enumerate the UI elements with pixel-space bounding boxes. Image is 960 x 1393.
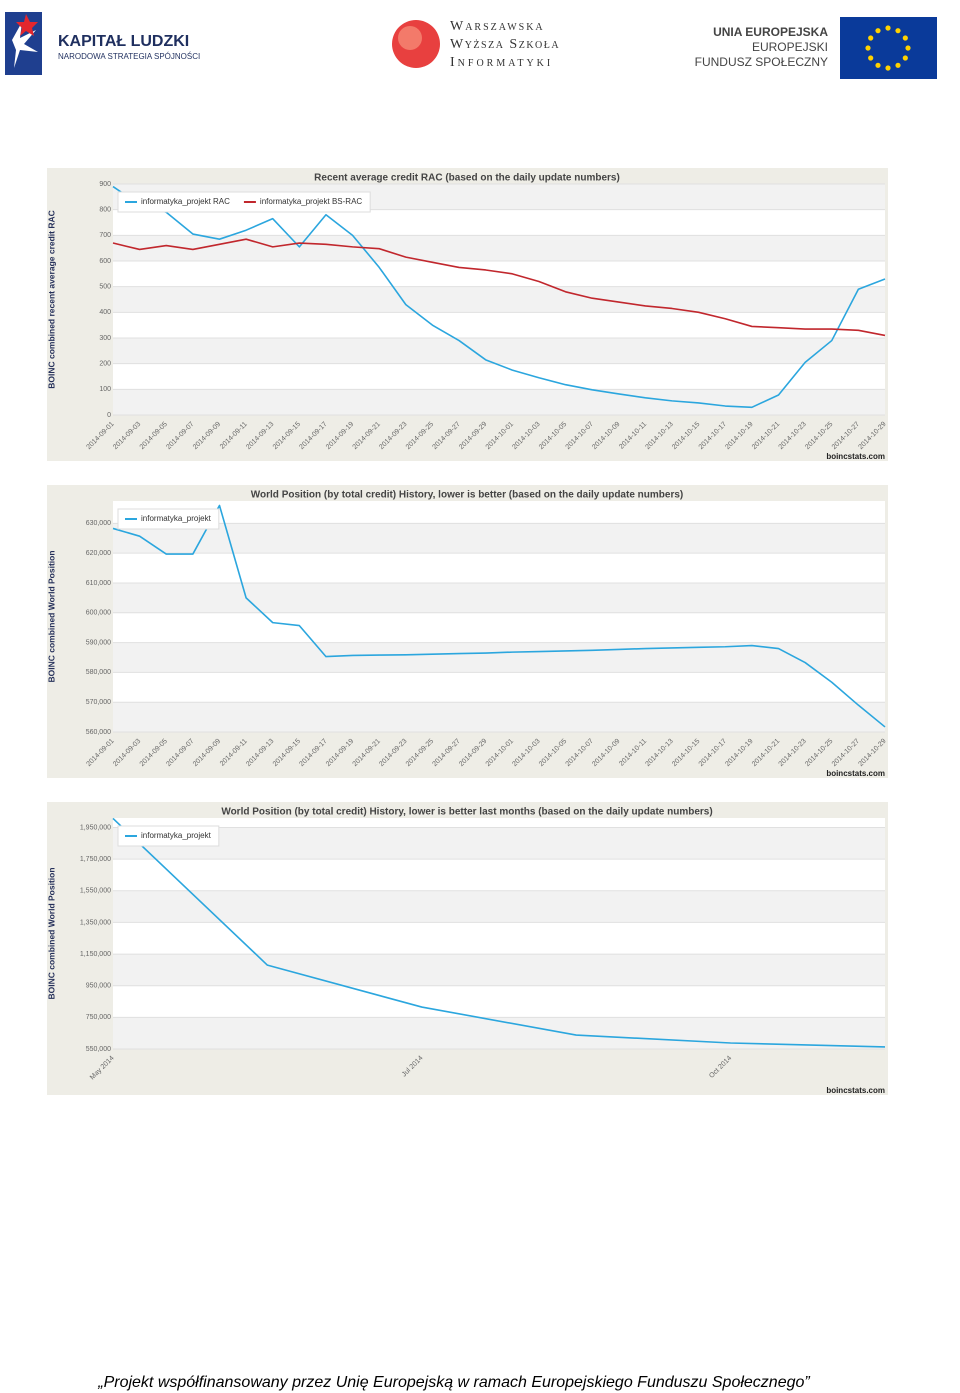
eu-star	[895, 62, 901, 68]
source-label: boincstats.com	[826, 769, 885, 778]
logo-star	[16, 14, 38, 36]
grid-band	[113, 827, 885, 860]
y-tick-label: 1,550,000	[80, 888, 111, 895]
y-tick-label: 580,000	[86, 669, 111, 676]
logo-subtitle: NARODOWA STRATEGIA SPÓJNOŚCI	[58, 52, 200, 61]
y-tick-label: 610,000	[86, 580, 111, 587]
legend-label: informatyka_projekt RAC	[141, 197, 230, 206]
eu-star	[902, 35, 908, 41]
eu-star	[868, 35, 874, 41]
grid-band	[113, 338, 885, 364]
source-label: boincstats.com	[826, 452, 885, 461]
eu-star	[865, 45, 871, 51]
logo-circle	[398, 26, 422, 50]
y-axis-label: BOINC combined recent average credit RAC	[46, 210, 56, 389]
legend-label: informatyka_projekt BS-RAC	[260, 197, 362, 206]
y-tick-label: 1,150,000	[80, 951, 111, 958]
y-tick-label: 590,000	[86, 639, 111, 646]
y-tick-label: 700	[99, 232, 111, 239]
eu-star	[868, 55, 874, 61]
series-line	[112, 817, 886, 1048]
y-tick-label: 750,000	[86, 1014, 111, 1021]
chart-title: World Position (by total credit) History…	[251, 490, 683, 501]
grid-band	[113, 642, 885, 673]
y-tick-label: 950,000	[86, 983, 111, 990]
y-axis-label: BOINC combined World Position	[46, 550, 56, 682]
eu-star	[905, 45, 911, 51]
logo-line: FUNDUSZ SPOŁECZNY	[695, 55, 828, 69]
series-line	[112, 238, 886, 337]
series-line	[112, 504, 886, 728]
logo-line: UNIA EUROPEJSKA	[713, 25, 828, 39]
y-tick-label: 400	[99, 309, 111, 316]
y-tick-label: 1,350,000	[80, 919, 111, 926]
y-tick-label: 1,750,000	[80, 856, 111, 863]
logo-line: Wyższa Szkoła	[450, 37, 560, 52]
y-tick-label: 600	[99, 258, 111, 265]
grid-band	[113, 582, 885, 613]
logo-title: KAPITAŁ LUDZKI	[58, 33, 189, 50]
y-tick-label: 570,000	[86, 699, 111, 706]
y-tick-label: 1,950,000	[80, 824, 111, 831]
y-tick-label: 560,000	[86, 729, 111, 736]
y-tick-label: 550,000	[86, 1046, 111, 1053]
grid-band	[113, 286, 885, 313]
y-tick-label: 300	[99, 335, 111, 342]
eu-star	[875, 28, 881, 34]
grid-band	[113, 702, 885, 732]
eu-stars	[865, 25, 911, 71]
chart-title: Recent average credit RAC (based on the …	[314, 173, 620, 184]
eu-star	[875, 62, 881, 68]
grid-band	[113, 235, 885, 261]
legend-label: informatyka_projekt	[141, 514, 212, 523]
y-tick-label: 0	[107, 412, 111, 419]
y-tick-label: 100	[99, 386, 111, 393]
logo-line: Warszawska	[450, 19, 545, 34]
y-tick-label: 620,000	[86, 550, 111, 557]
legend-box	[117, 508, 220, 530]
logo-line: EUROPEJSKI	[752, 40, 828, 54]
source-label: boincstats.com	[826, 1086, 885, 1095]
y-tick-label: 630,000	[86, 520, 111, 527]
grid-band	[113, 890, 885, 923]
grid-band	[113, 389, 885, 415]
eu-star	[885, 25, 891, 31]
y-tick-label: 500	[99, 284, 111, 291]
kapital-ludzki-logo: KAPITAŁ LUDZKI NARODOWA STRATEGIA SPÓJNO…	[5, 12, 200, 75]
chart-title: World Position (by total credit) History…	[221, 807, 712, 818]
y-tick-label: 200	[99, 361, 111, 368]
eu-star	[885, 65, 891, 71]
logo-line: Informatyki	[450, 55, 553, 70]
grid-band	[113, 954, 885, 986]
series-line	[112, 185, 886, 409]
grid-band	[113, 523, 885, 554]
footer: „Projekt współfinansowany przez Unię Eur…	[97, 1374, 810, 1391]
y-tick-label: 900	[99, 181, 111, 188]
y-axis-label: BOINC combined World Position	[46, 867, 56, 999]
y-tick-label: 800	[99, 207, 111, 214]
eu-star	[902, 55, 908, 61]
y-tick-label: 600,000	[86, 610, 111, 617]
legend-label: informatyka_projekt	[141, 831, 212, 840]
wwsi-logo: Warszawska Wyższa Szkoła Informatyki	[392, 19, 560, 70]
legend-box	[117, 825, 220, 847]
eu-star	[895, 28, 901, 34]
eu-logo: UNIA EUROPEJSKA EUROPEJSKI FUNDUSZ SPOŁE…	[695, 17, 937, 79]
